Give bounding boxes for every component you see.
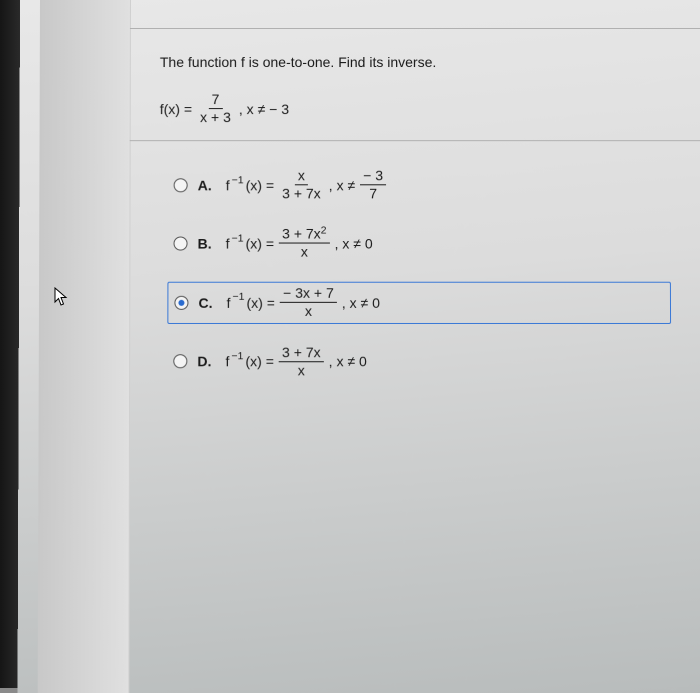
- opt-b-num-base: 3 + 7x: [282, 225, 321, 241]
- opt-a-tail-den: 7: [366, 186, 380, 202]
- option-d-letter: D.: [197, 354, 211, 370]
- opt-b-eq: (x) =: [246, 235, 274, 251]
- fx-numerator: 7: [209, 92, 223, 109]
- opt-d-f: f: [225, 354, 229, 370]
- option-d-math: f −1 (x) = 3 + 7x x , x ≠ 0: [225, 345, 366, 379]
- opt-a-den: 3 + 7x: [279, 186, 324, 202]
- opt-c-den: x: [302, 303, 315, 319]
- opt-a-num: x: [295, 168, 308, 185]
- opt-a-tail-lead: , x ≠: [329, 177, 355, 193]
- given-function: f(x) = 7 x + 3 , x ≠ − 3: [160, 92, 289, 126]
- option-a-math: f −1 (x) = x 3 + 7x , x ≠ − 3 7: [226, 168, 389, 202]
- question-prompt: The function f is one-to-one. Find its i…: [160, 54, 670, 70]
- radio-d[interactable]: [173, 355, 187, 369]
- opt-c-tail: , x ≠ 0: [342, 294, 380, 310]
- option-a-letter: A.: [198, 177, 212, 193]
- fx-denominator: x + 3: [197, 109, 234, 125]
- opt-b-exp: −1: [232, 232, 244, 244]
- opt-b-den: x: [298, 244, 311, 260]
- option-b[interactable]: B. f −1 (x) = 3 + 7x2 x , x ≠ 0: [167, 223, 670, 263]
- opt-b-num-exp: 2: [321, 224, 327, 236]
- opt-c-eq: (x) =: [247, 294, 275, 310]
- option-a[interactable]: A. f −1 (x) = x 3 + 7x , x ≠ − 3 7: [168, 165, 671, 205]
- opt-b-num: 3 + 7x2: [279, 226, 330, 244]
- opt-c-frac: − 3x + 7 x: [280, 285, 337, 319]
- section-divider: [130, 140, 700, 141]
- opt-d-num: 3 + 7x: [279, 345, 324, 363]
- fx-domain: , x ≠ − 3: [239, 101, 289, 117]
- opt-a-frac: x 3 + 7x: [279, 168, 324, 202]
- radio-b[interactable]: [174, 236, 188, 250]
- option-b-letter: B.: [198, 235, 212, 251]
- opt-a-tail-num: − 3: [360, 168, 386, 185]
- page-left-margin: [38, 0, 131, 693]
- radio-c[interactable]: [174, 295, 188, 309]
- fx-fraction: 7 x + 3: [197, 92, 234, 126]
- option-d[interactable]: D. f −1 (x) = 3 + 7x x , x ≠ 0: [167, 342, 671, 382]
- radio-a[interactable]: [174, 178, 188, 192]
- opt-a-eq: (x) =: [246, 177, 274, 193]
- opt-d-eq: (x) =: [245, 354, 274, 370]
- option-c[interactable]: C. f −1 (x) = − 3x + 7 x , x ≠ 0: [167, 281, 671, 323]
- option-c-letter: C.: [198, 294, 212, 310]
- opt-c-f: f: [227, 294, 231, 310]
- opt-a-f: f: [226, 177, 230, 193]
- opt-b-frac: 3 + 7x2 x: [279, 226, 330, 260]
- page-surface: The function f is one-to-one. Find its i…: [18, 0, 700, 693]
- opt-c-exp: −1: [232, 291, 244, 303]
- content-area: The function f is one-to-one. Find its i…: [128, 0, 700, 693]
- opt-d-den: x: [295, 362, 308, 379]
- option-c-math: f −1 (x) = − 3x + 7 x , x ≠ 0: [227, 285, 380, 319]
- opt-c-num: − 3x + 7: [280, 285, 337, 302]
- opt-a-exp: −1: [232, 174, 244, 186]
- options-group: A. f −1 (x) = x 3 + 7x , x ≠ − 3 7: [167, 165, 671, 400]
- option-b-math: f −1 (x) = 3 + 7x2 x , x ≠ 0: [226, 226, 373, 260]
- opt-d-frac: 3 + 7x x: [279, 345, 324, 379]
- top-divider: [130, 28, 700, 29]
- opt-b-f: f: [226, 235, 230, 251]
- fx-label: f(x) =: [160, 101, 192, 117]
- opt-a-tail-frac: − 3 7: [360, 168, 386, 202]
- opt-d-tail: , x ≠ 0: [329, 354, 367, 370]
- opt-d-exp: −1: [231, 350, 243, 362]
- opt-b-tail: , x ≠ 0: [335, 235, 373, 251]
